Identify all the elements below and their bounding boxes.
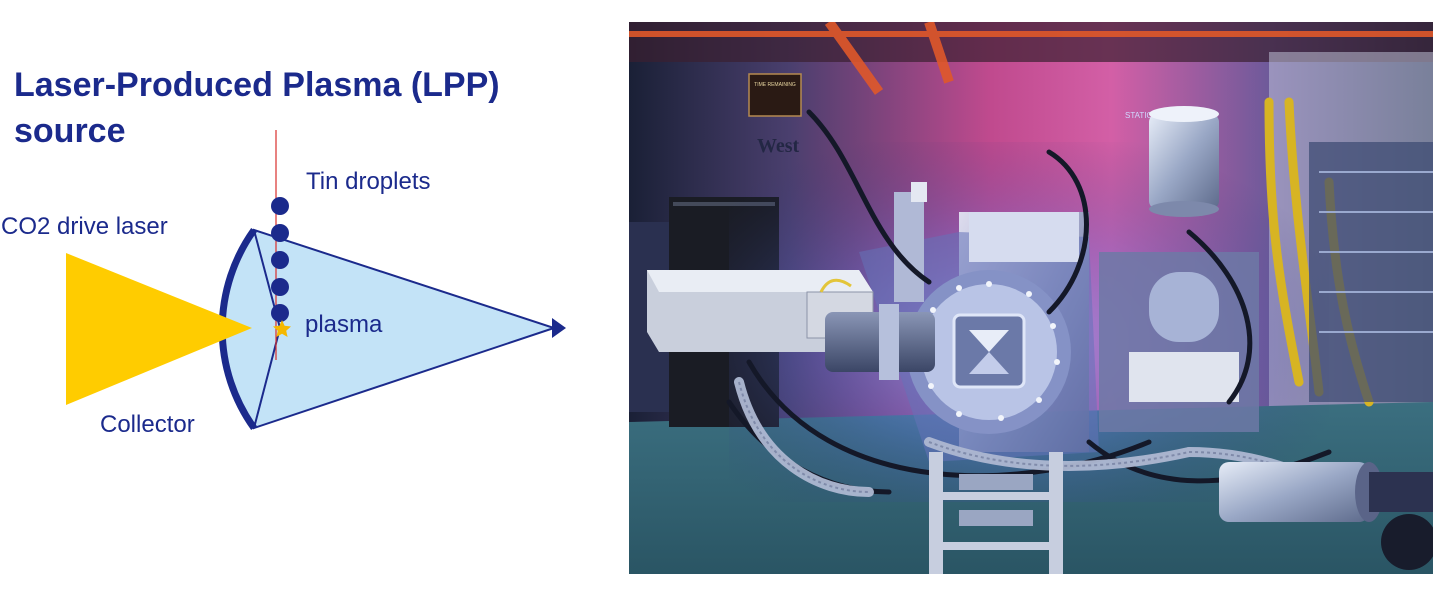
label-co2-drive-laser: CO2 drive laser bbox=[1, 213, 168, 240]
tin-droplet bbox=[271, 278, 289, 296]
title-line-1: Laser-Produced Plasma (LPP) bbox=[14, 66, 500, 104]
tin-droplet bbox=[271, 251, 289, 269]
lpp-source-photo: TIME REMAINING West STATION bbox=[629, 22, 1433, 574]
lpp-diagram: Tin droplets CO2 drive laser plasma Coll… bbox=[1, 130, 566, 438]
tin-droplet bbox=[271, 197, 289, 215]
title-line-2: source bbox=[14, 112, 126, 150]
tin-droplet bbox=[271, 304, 289, 322]
label-collector: Collector bbox=[100, 411, 195, 438]
plasma-star-icon bbox=[273, 320, 291, 337]
lab-equipment-illustration: TIME REMAINING West STATION bbox=[629, 22, 1433, 574]
label-tin-droplets: Tin droplets bbox=[306, 168, 431, 195]
label-plasma: plasma bbox=[305, 311, 383, 338]
photo-station-sign: STATION bbox=[1125, 111, 1159, 120]
beam-arrow-head bbox=[552, 318, 566, 338]
photo-plaque-text: TIME REMAINING bbox=[754, 82, 796, 88]
euv-beam-cone bbox=[253, 228, 558, 430]
collector-fill bbox=[222, 230, 280, 428]
tin-droplet bbox=[271, 224, 289, 242]
slide-title: Laser-Produced Plasma (LPP) source bbox=[14, 62, 614, 154]
co2-laser-beam bbox=[66, 253, 252, 405]
tin-droplets bbox=[271, 197, 289, 322]
